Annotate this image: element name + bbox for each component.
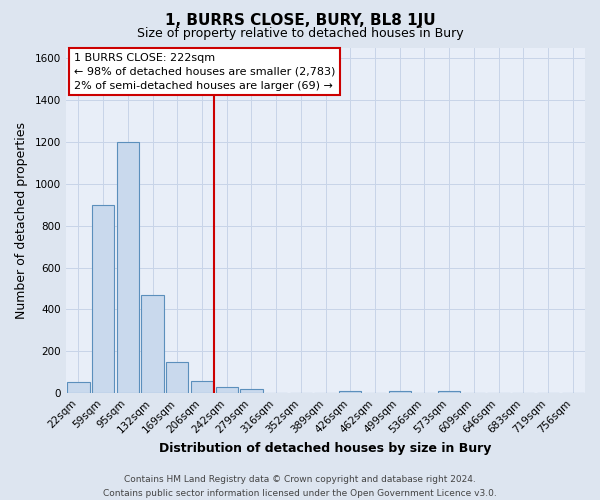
Bar xyxy=(240,389,263,394)
Text: 1, BURRS CLOSE, BURY, BL8 1JU: 1, BURRS CLOSE, BURY, BL8 1JU xyxy=(164,12,436,28)
Bar xyxy=(142,295,164,394)
Bar xyxy=(166,362,188,394)
X-axis label: Distribution of detached houses by size in Bury: Distribution of detached houses by size … xyxy=(160,442,492,455)
Bar xyxy=(389,391,411,394)
Bar xyxy=(117,142,139,394)
Text: 1 BURRS CLOSE: 222sqm
← 98% of detached houses are smaller (2,783)
2% of semi-de: 1 BURRS CLOSE: 222sqm ← 98% of detached … xyxy=(74,52,335,90)
Bar xyxy=(339,391,361,394)
Y-axis label: Number of detached properties: Number of detached properties xyxy=(15,122,28,319)
Bar xyxy=(92,204,114,394)
Text: Contains HM Land Registry data © Crown copyright and database right 2024.
Contai: Contains HM Land Registry data © Crown c… xyxy=(103,476,497,498)
Bar xyxy=(438,391,460,394)
Bar xyxy=(191,381,213,394)
Bar xyxy=(215,387,238,394)
Text: Size of property relative to detached houses in Bury: Size of property relative to detached ho… xyxy=(137,28,463,40)
Bar xyxy=(67,382,89,394)
